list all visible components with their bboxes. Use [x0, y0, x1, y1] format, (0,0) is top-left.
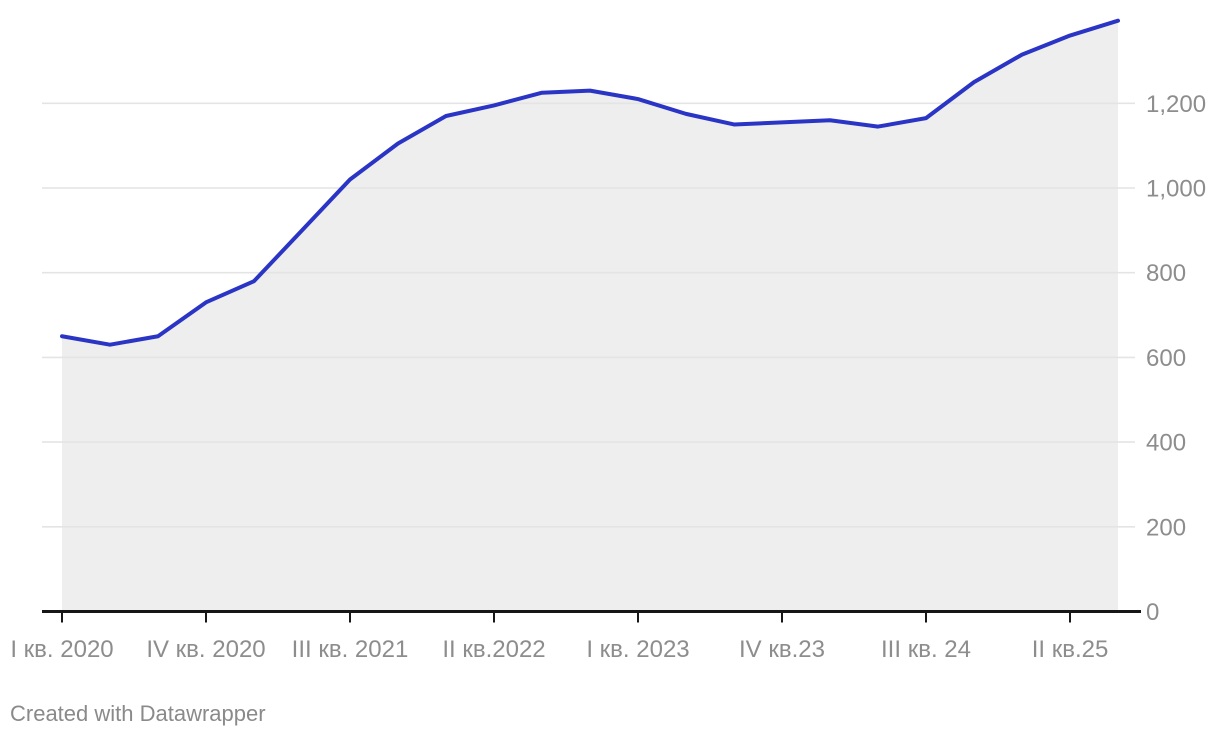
x-axis-tick-label: II кв.25	[1032, 636, 1109, 663]
area-fill	[62, 20, 1118, 612]
x-axis-tick-label: IV кв.23	[739, 636, 825, 663]
y-axis-tick-label: 1,200	[1146, 91, 1206, 118]
y-axis-tick-label: 600	[1146, 345, 1186, 372]
x-axis-tick-label: III кв. 24	[881, 636, 971, 663]
y-axis-tick-label: 200	[1146, 514, 1186, 541]
x-axis-tick-label: IV кв. 2020	[146, 636, 265, 663]
data-line	[60, 18, 1120, 347]
chart-canvas: 0 200 400 600 800 1,000 1,200 I кв. 2020 IV кв. …	[10, 18, 1206, 663]
x-axis-tick-label: I кв. 2020	[10, 636, 113, 663]
y-axis-tick-label: 0	[1146, 599, 1159, 626]
x-axis-tick-label: I кв. 2023	[586, 636, 689, 663]
x-axis-tick-label: II кв.2022	[442, 636, 545, 663]
y-axis-tick-label: 1,000	[1146, 176, 1206, 203]
x-axis-tick-label: III кв. 2021	[292, 636, 409, 663]
y-axis-tick-label: 400	[1146, 430, 1186, 457]
y-axis-tick-label: 800	[1146, 260, 1186, 287]
datawrapper-credit-link[interactable]: Created with Datawrapper	[10, 701, 266, 726]
